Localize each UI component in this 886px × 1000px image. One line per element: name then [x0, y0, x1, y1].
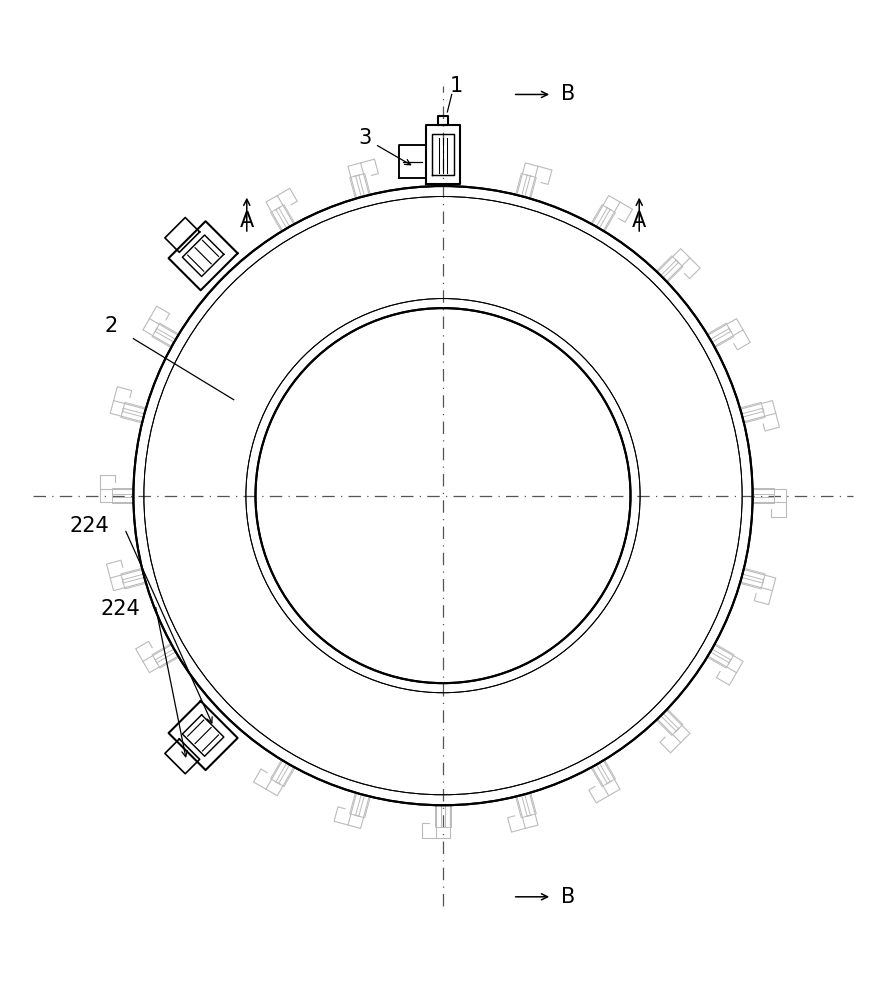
Text: A: A [239, 211, 254, 231]
Text: 224: 224 [100, 599, 140, 619]
Text: B: B [561, 887, 575, 907]
Text: 3: 3 [358, 128, 371, 148]
Text: A: A [632, 211, 647, 231]
Text: 1: 1 [449, 76, 462, 96]
Text: B: B [561, 84, 575, 104]
Text: 2: 2 [105, 316, 118, 336]
Text: 224: 224 [70, 516, 110, 536]
